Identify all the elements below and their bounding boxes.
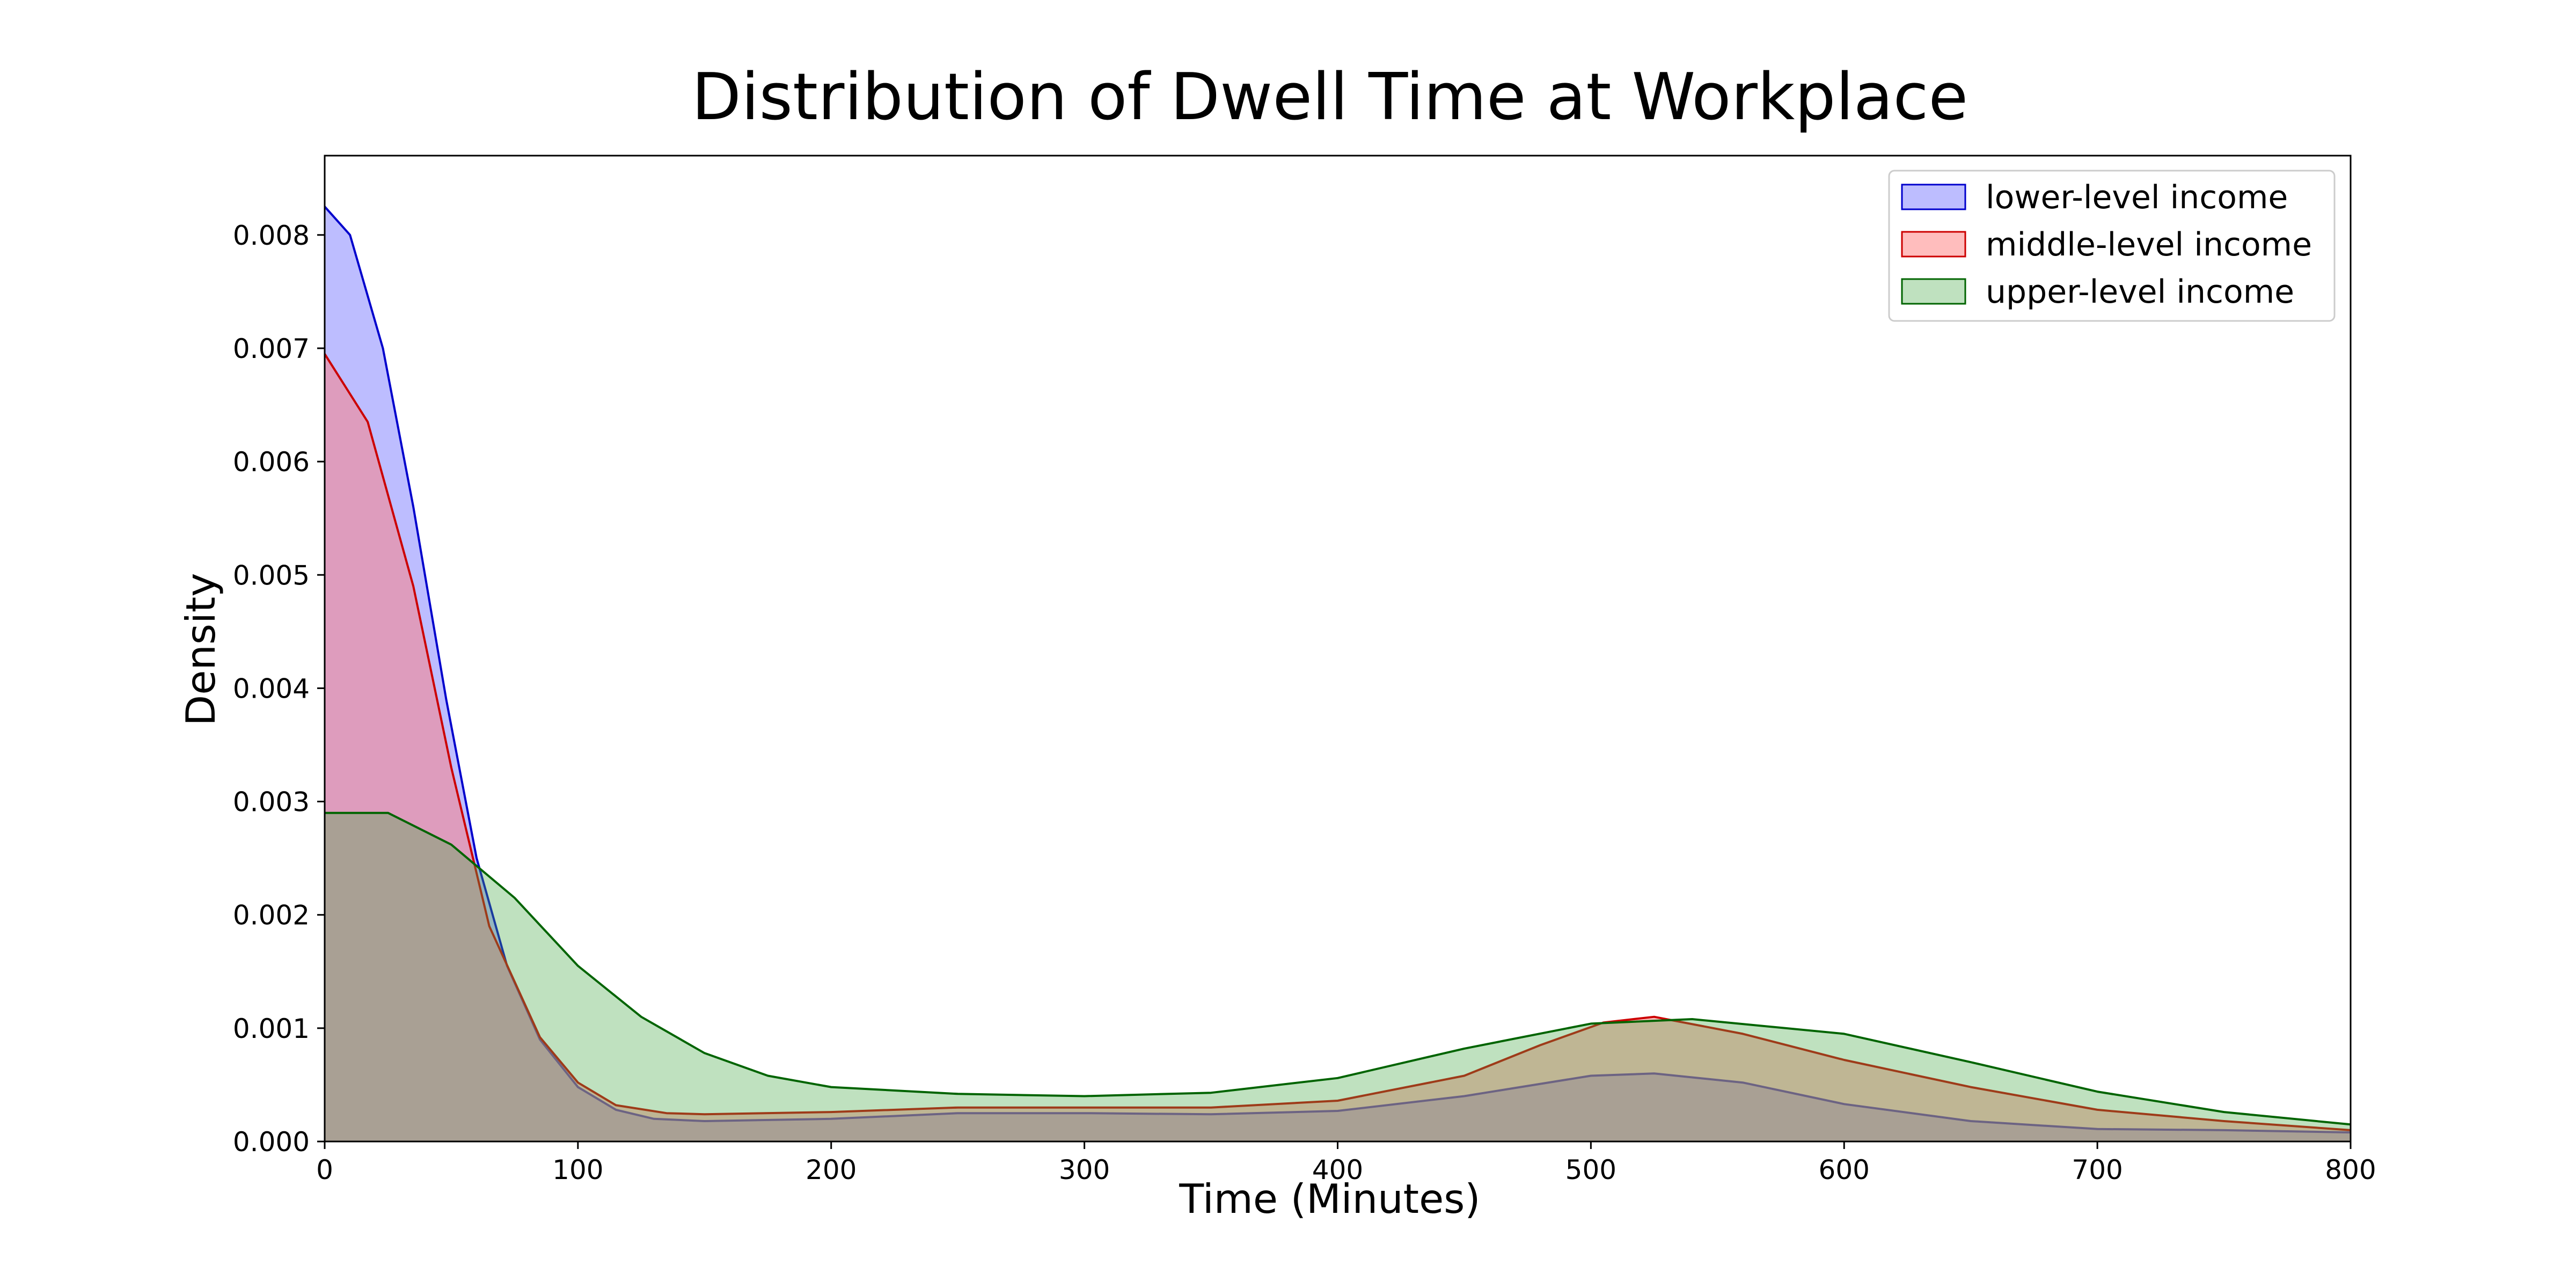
y-tick-label: 0.007 — [233, 333, 310, 364]
x-tick-label: 400 — [1312, 1154, 1363, 1185]
x-tick-label: 0 — [316, 1154, 333, 1185]
y-axis-label: Density — [177, 573, 224, 726]
chart-title: Distribution of Dwell Time at Workplace — [692, 60, 1968, 135]
x-tick-label: 700 — [2072, 1154, 2123, 1185]
y-tick-label: 0.000 — [233, 1126, 310, 1158]
legend: lower-level income middle-level income upp… — [1888, 170, 2336, 322]
legend-box — [1888, 170, 2336, 322]
y-tick-label: 0.008 — [233, 220, 310, 251]
series-area-3 — [325, 813, 2351, 1141]
legend-swatch — [1901, 231, 1966, 258]
legend-label: lower-level income — [1986, 179, 2288, 216]
x-axis-ticks: 0 100 200 300 400 500 600 700 800 — [316, 1141, 2376, 1185]
y-axis-ticks: 0.000 0.001 0.002 0.003 0.004 0.005 0.006 0.007… — [233, 220, 325, 1158]
series-line-2 — [324, 353, 2351, 1131]
y-tick-label: 0.004 — [233, 673, 310, 704]
y-tick-label: 0.003 — [233, 787, 310, 818]
series-layer — [324, 206, 2351, 1141]
legend-label: upper-level income — [1986, 273, 2294, 311]
y-tick-label: 0.002 — [233, 900, 310, 931]
legend-label: middle-level income — [1986, 226, 2312, 264]
series-line-3 — [325, 811, 2351, 1126]
series-area-2 — [325, 354, 2351, 1141]
y-tick-label: 0.001 — [233, 1013, 310, 1044]
x-tick-label: 800 — [2325, 1154, 2376, 1185]
y-tick-label: 0.006 — [233, 447, 310, 478]
y-tick-label: 0.005 — [233, 560, 310, 591]
legend-swatch — [1901, 184, 1966, 210]
x-tick-label: 100 — [552, 1154, 603, 1185]
x-tick-label: 500 — [1565, 1154, 1616, 1185]
x-tick-label: 300 — [1059, 1154, 1110, 1185]
x-tick-label: 600 — [1819, 1154, 1870, 1185]
x-tick-label: 200 — [806, 1154, 857, 1185]
legend-swatch — [1901, 278, 1966, 305]
x-axis-label: Time (Minutes) — [1179, 1175, 1480, 1223]
